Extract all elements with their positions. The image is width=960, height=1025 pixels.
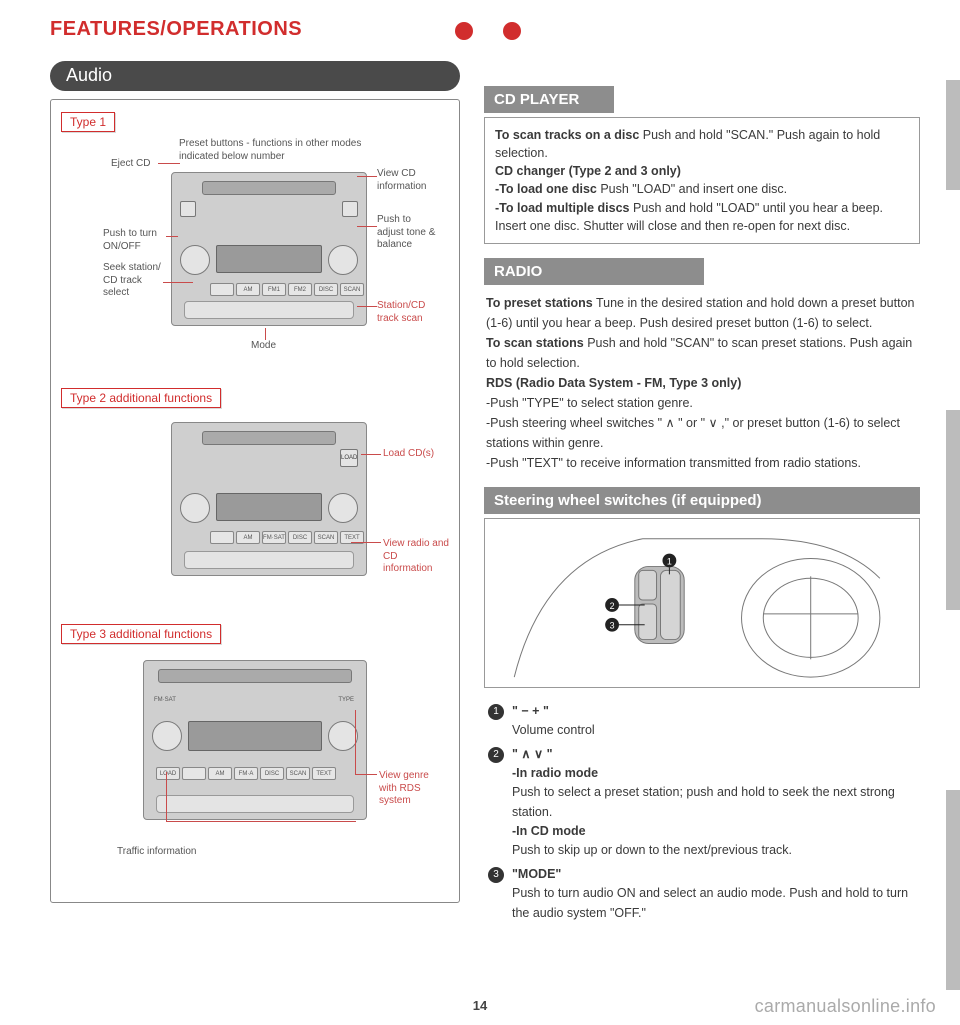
svg-text:2: 2 (610, 601, 615, 611)
steering-diagram: 1 2 3 (484, 518, 920, 688)
callout-on-off: Push to turn ON/OFF (103, 228, 171, 253)
callout-eject-cd: Eject CD (111, 158, 150, 171)
side-tab (946, 80, 960, 190)
red-dot-icon (503, 22, 521, 40)
radio-header: RADIO (484, 258, 704, 285)
side-tab (946, 790, 960, 990)
red-dot-icon (455, 22, 473, 40)
callout-view-cd: View CD information (377, 168, 447, 193)
svg-text:3: 3 (610, 620, 615, 630)
callout-load-cds: Load CD(s) (383, 448, 434, 461)
type1-title: Type 1 (61, 112, 115, 132)
callout-view-radio-cd: View radio and CD information (383, 538, 449, 576)
cd-player-header: CD PLAYER (484, 86, 614, 113)
page-number: 14 (473, 998, 487, 1013)
svg-text:1: 1 (667, 556, 672, 566)
watermark: carmanualsonline.info (755, 996, 936, 1017)
steering-list: 1" − + "Volume control2" ∧ ∨ "-In radio … (484, 702, 920, 923)
type3-diagram: FM·SAT TYPE LOADAM FM·ADISCSCANTEXT View… (61, 650, 449, 880)
audio-header: Audio (50, 61, 460, 91)
steering-header: Steering wheel switches (if equipped) (484, 487, 920, 514)
callout-mode: Mode (251, 340, 276, 353)
callout-preset: Preset buttons - functions in other mode… (179, 138, 379, 163)
type1-diagram: AMFM1 FM2DISCSCAN Eject CD Preset button… (61, 138, 449, 378)
callout-view-genre: View genre with RDS system (379, 770, 445, 808)
callout-traffic: Traffic information (117, 846, 196, 859)
callout-adjust: Push to adjust tone & balance (377, 214, 437, 252)
page-title: FEATURES/OPERATIONS (50, 18, 460, 41)
callout-seek: Seek station/ CD track select (103, 262, 167, 300)
side-tab (946, 410, 960, 610)
type2-diagram: LOAD AMFM·SAT DISCSCANTEXT Load CD(s) Vi… (61, 414, 449, 614)
cd-player-box: To scan tracks on a disc Push and hold "… (484, 117, 920, 244)
type3-title: Type 3 additional functions (61, 624, 221, 644)
callout-scan: Station/CD track scan (377, 300, 449, 325)
radio-body: To preset stations Tune in the desired s… (484, 289, 920, 487)
header-dots (455, 22, 521, 40)
audio-panel: Type 1 AMFM1 FM2DISCSCAN Eject CD (50, 99, 460, 903)
type2-title: Type 2 additional functions (61, 388, 221, 408)
